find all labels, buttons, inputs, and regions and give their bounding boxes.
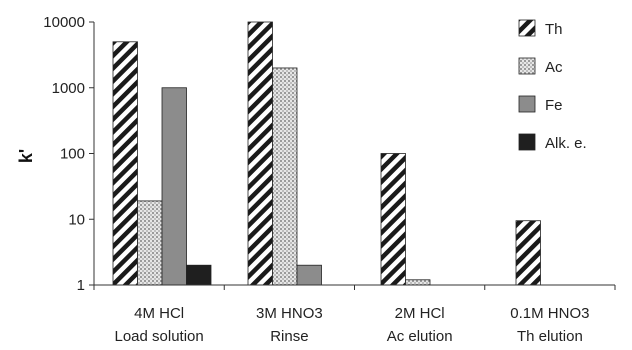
bar-th-4 [515,220,541,286]
bar-ac-3 [405,279,431,286]
bar-ac-1 [137,200,163,286]
bar-th-3 [380,153,406,286]
y-tick-label: 10000 [43,14,85,31]
x-category-sublabel: Load solution [115,328,204,345]
y-tick-label: 1 [77,277,85,294]
legend-swatch [518,95,536,113]
legend-swatch [518,133,536,151]
bar-th-1 [112,41,138,286]
legend-label: Th [545,21,563,38]
y-tick-label: 10 [68,211,85,228]
legend-label: Fe [545,97,563,114]
x-category-sublabel: Th elution [517,328,583,345]
legend: Th Ac Fe Alk. e. [518,19,587,152]
legend-swatch [518,19,536,37]
x-category-label: 2M HCl [395,305,445,322]
y-tick-label: 100 [60,146,85,163]
x-axis: 4M HCl Load solution 3M HNO3 Rinse 2M HCl Ac … [93,284,616,345]
y-axis: 1 10 100 1000 10000 [43,14,95,294]
legend-label: Alk. e. [545,135,587,152]
x-category-label: 4M HCl [134,305,184,322]
bar-fe-2 [296,264,322,286]
bar-th-2 [247,21,273,286]
x-category-label: 3M HNO3 [256,305,323,322]
x-category-label: 0.1M HNO3 [510,305,589,322]
plot-area [112,21,541,286]
legend-label: Ac [545,59,563,76]
x-category-sublabel: Rinse [270,328,308,345]
x-category-sublabel: Ac elution [387,328,453,345]
bar-ac-2 [272,67,298,286]
bar-alk-e-1 [186,264,212,286]
y-tick-label: 1000 [52,80,85,97]
y-axis-label: k' [16,149,36,163]
bar-fe-1 [161,87,187,286]
legend-swatch [518,57,536,75]
